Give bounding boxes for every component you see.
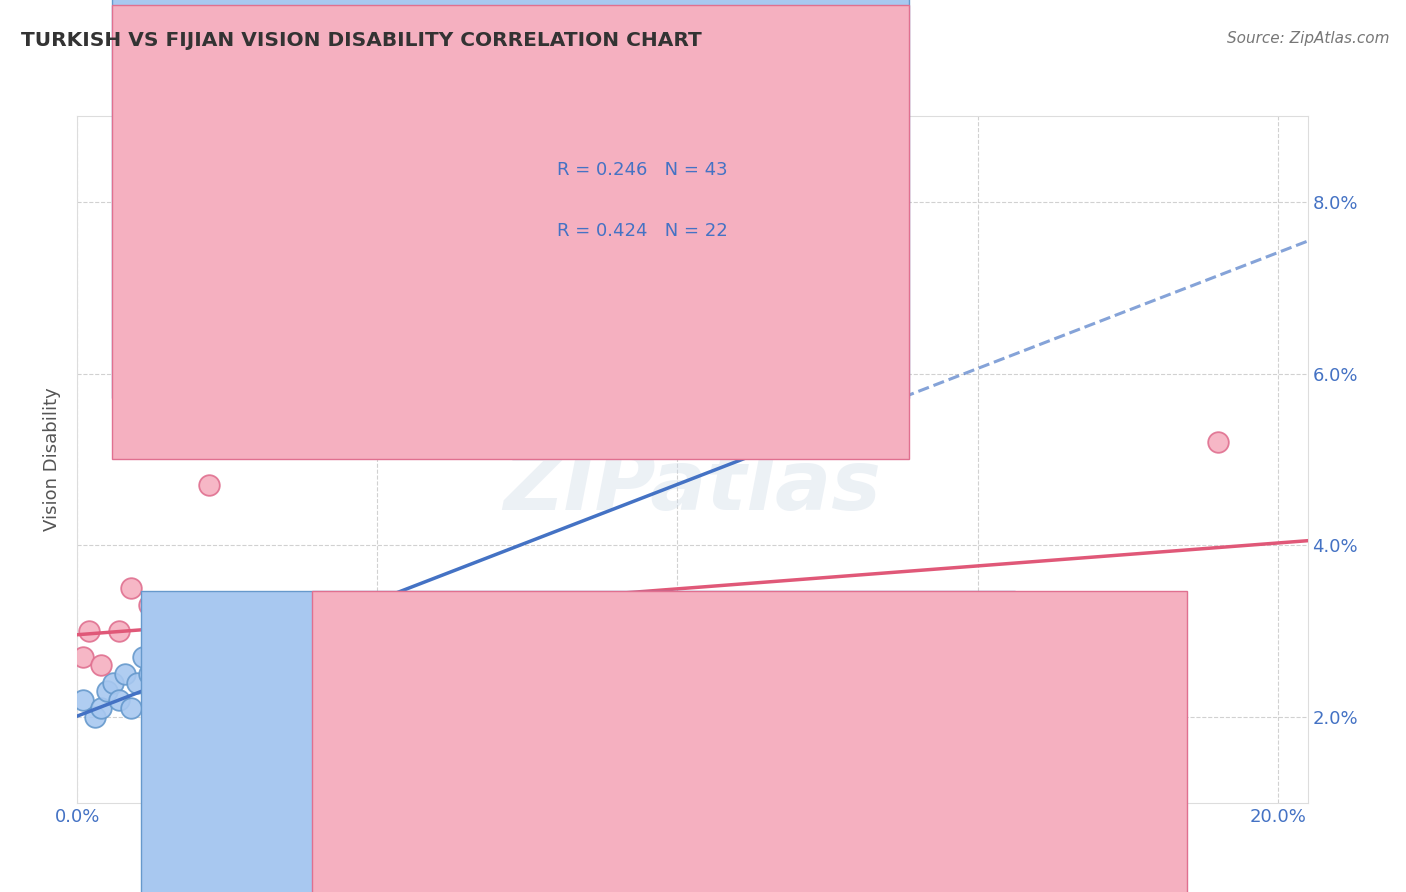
Point xyxy=(217,649,239,664)
Point xyxy=(786,281,808,295)
Point xyxy=(72,692,94,706)
FancyBboxPatch shape xyxy=(112,0,910,398)
Point xyxy=(90,701,112,715)
Point xyxy=(576,624,599,639)
Point xyxy=(79,624,101,639)
Point xyxy=(198,641,221,656)
Point xyxy=(72,649,94,664)
Point xyxy=(456,624,478,639)
Point xyxy=(150,675,173,690)
Point xyxy=(354,607,377,621)
Point xyxy=(156,599,179,613)
Text: Source: ZipAtlas.com: Source: ZipAtlas.com xyxy=(1226,31,1389,46)
Point xyxy=(307,692,329,706)
Point xyxy=(276,684,298,698)
Point xyxy=(246,607,269,621)
Point xyxy=(180,624,202,639)
Point xyxy=(336,692,359,706)
Point xyxy=(366,615,388,630)
Point xyxy=(138,667,160,681)
Point xyxy=(138,599,160,613)
Point xyxy=(103,675,125,690)
Text: TURKISH VS FIJIAN VISION DISABILITY CORRELATION CHART: TURKISH VS FIJIAN VISION DISABILITY CORR… xyxy=(21,31,702,50)
FancyBboxPatch shape xyxy=(458,129,834,274)
Point xyxy=(235,641,257,656)
Point xyxy=(132,649,155,664)
Point xyxy=(198,478,221,492)
Point xyxy=(193,684,215,698)
Point xyxy=(108,624,131,639)
Point xyxy=(252,675,274,690)
Point xyxy=(186,675,208,690)
Point xyxy=(120,701,142,715)
Point xyxy=(307,632,329,647)
Point xyxy=(96,684,118,698)
Text: R = 0.246   N = 43: R = 0.246 N = 43 xyxy=(557,161,728,178)
Point xyxy=(108,692,131,706)
Point xyxy=(114,667,136,681)
Point xyxy=(246,624,269,639)
Text: R = 0.424   N = 22: R = 0.424 N = 22 xyxy=(557,222,728,240)
Point xyxy=(727,237,749,252)
Point xyxy=(336,675,359,690)
Point xyxy=(1206,435,1229,450)
Point xyxy=(156,641,179,656)
Point xyxy=(366,744,388,758)
FancyBboxPatch shape xyxy=(112,4,910,459)
Point xyxy=(307,624,329,639)
Point xyxy=(606,658,628,673)
Point xyxy=(120,581,142,595)
Point xyxy=(426,736,449,750)
Point xyxy=(415,624,437,639)
Y-axis label: Vision Disability: Vision Disability xyxy=(44,387,62,532)
Point xyxy=(606,632,628,647)
Point xyxy=(222,667,245,681)
Text: Turks: Turks xyxy=(600,859,647,877)
Point xyxy=(84,710,107,724)
Point xyxy=(486,667,509,681)
Text: ZIPatlas: ZIPatlas xyxy=(503,446,882,527)
Point xyxy=(169,667,191,681)
Point xyxy=(246,615,269,630)
Point xyxy=(169,615,191,630)
Point xyxy=(174,658,197,673)
Point xyxy=(90,658,112,673)
Point xyxy=(727,641,749,656)
Point xyxy=(180,607,202,621)
Point xyxy=(456,641,478,656)
Point xyxy=(162,675,184,690)
Text: Fijians: Fijians xyxy=(772,859,828,877)
Point xyxy=(264,692,287,706)
Point xyxy=(143,658,166,673)
Point xyxy=(288,667,311,681)
Point xyxy=(516,624,538,639)
Point xyxy=(204,615,226,630)
Point xyxy=(246,624,269,639)
Point xyxy=(127,675,149,690)
Point xyxy=(246,178,269,192)
